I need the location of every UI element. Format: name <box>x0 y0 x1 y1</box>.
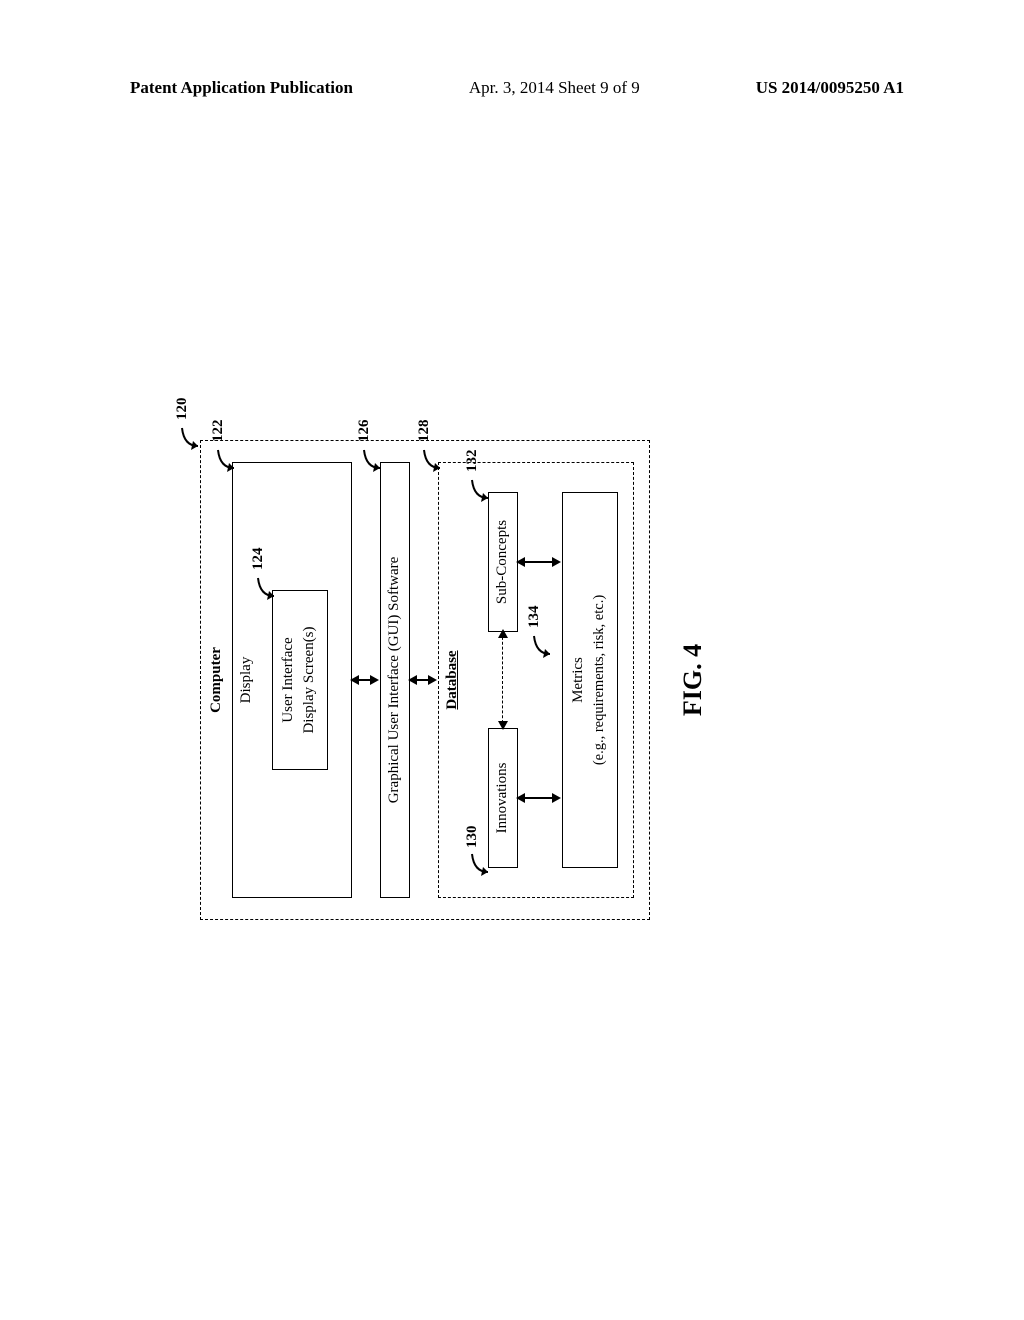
label-metrics-l2: (e.g., requirements, risk, etc.) <box>588 493 608 867</box>
ref-128: 128 <box>416 420 433 443</box>
leader-126 <box>360 442 382 470</box>
header-mid: Apr. 3, 2014 Sheet 9 of 9 <box>469 78 640 98</box>
ref-124: 124 <box>250 548 267 571</box>
ref-126: 126 <box>356 420 373 443</box>
arrow-down-innov <box>552 794 561 804</box>
arrow-up-innov <box>516 794 525 804</box>
arrow-left-innov <box>498 721 508 730</box>
leader-120 <box>178 420 200 448</box>
header-left: Patent Application Publication <box>130 78 353 98</box>
ref-122: 122 <box>210 420 227 443</box>
diagram-stage: Computer 120 Display 122 User Interface … <box>200 440 680 920</box>
leader-128 <box>420 442 442 470</box>
leader-130 <box>468 846 490 874</box>
ref-132: 132 <box>464 450 481 473</box>
label-gui: Graphical User Interface (GUI) Software <box>381 463 404 897</box>
label-ui-screens-l2: Display Screen(s) <box>298 591 319 769</box>
label-ui-screens-l1: User Interface <box>273 591 298 769</box>
label-innovations: Innovations <box>489 729 512 867</box>
box-metrics: Metrics (e.g., requirements, risk, etc.) <box>562 492 618 868</box>
ref-134: 134 <box>526 606 543 629</box>
label-computer: Computer <box>201 441 226 919</box>
label-metrics-l1: Metrics <box>563 493 588 867</box>
conn-innov-sub <box>502 632 503 728</box>
leader-122 <box>214 442 236 470</box>
arrow-up-db-gui <box>408 676 417 686</box>
arrow-down-db-gui <box>428 676 437 686</box>
header-right: US 2014/0095250 A1 <box>756 78 904 98</box>
label-subconcepts: Sub-Concepts <box>489 493 512 631</box>
arrow-up-sub <box>516 558 525 568</box>
arrow-down-sub <box>552 558 561 568</box>
box-ui-screens: User Interface Display Screen(s) <box>272 590 328 770</box>
leader-124 <box>254 570 276 598</box>
arrow-down-gui-display <box>370 676 379 686</box>
page-header: Patent Application Publication Apr. 3, 2… <box>0 78 1024 98</box>
arrow-right-sub <box>498 629 508 638</box>
label-display: Display <box>233 463 256 897</box>
leader-132 <box>468 472 490 500</box>
arrow-up-gui-display <box>350 676 359 686</box>
figure-caption: FIG. 4 <box>678 644 708 716</box>
box-innovations: Innovations <box>488 728 518 868</box>
ref-130: 130 <box>464 826 481 849</box>
leader-134 <box>530 628 552 656</box>
box-subconcepts: Sub-Concepts <box>488 492 518 632</box>
ref-120: 120 <box>174 398 191 421</box>
box-gui: Graphical User Interface (GUI) Software <box>380 462 410 898</box>
label-database: Database <box>439 463 462 897</box>
